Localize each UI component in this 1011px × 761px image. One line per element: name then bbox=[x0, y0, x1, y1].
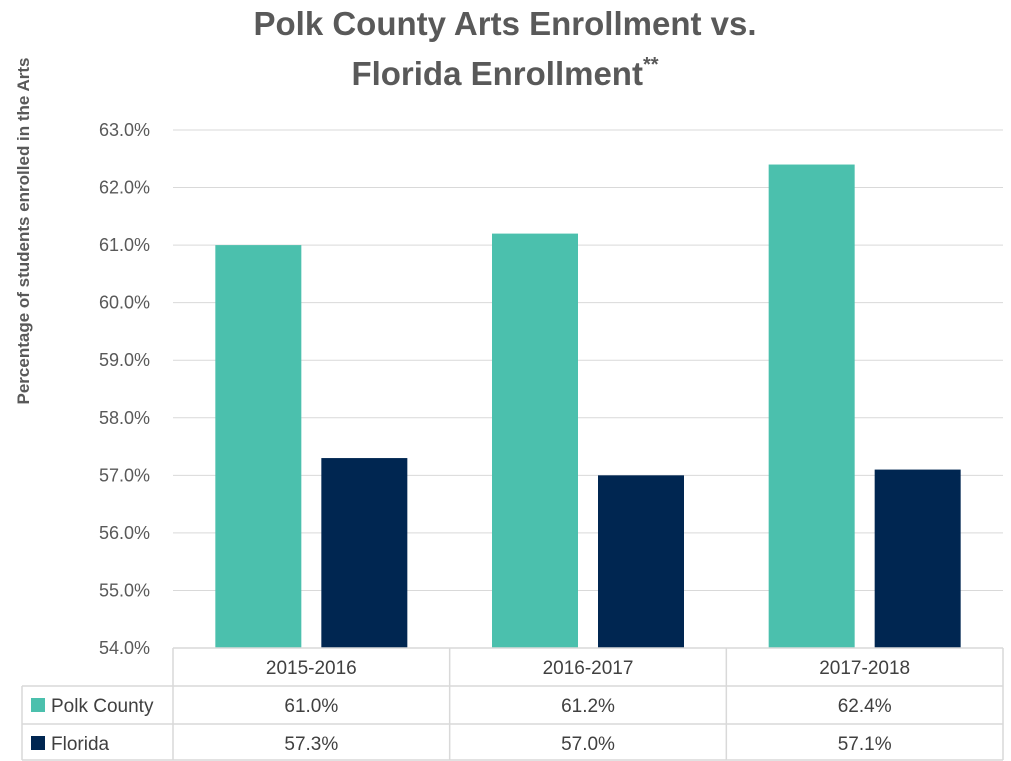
y-tick-label: 61.0% bbox=[99, 235, 150, 255]
y-axis-ticks: 63.0% 62.0% 61.0% 60.0% 59.0% 58.0% 57.0% 56.0%… bbox=[99, 120, 150, 658]
data-label: 61.2% bbox=[561, 696, 615, 717]
data-label: 57.1% bbox=[838, 734, 892, 755]
y-axis-label: Percentage of students enrolled in the A… bbox=[14, 58, 33, 405]
y-tick-label: 54.0% bbox=[99, 638, 150, 658]
y-tick-label: 56.0% bbox=[99, 523, 150, 543]
legend-label: Polk County bbox=[51, 696, 154, 717]
bar-polk-county-2016-2017 bbox=[492, 234, 578, 648]
x-category-label: 2015-2016 bbox=[266, 658, 357, 679]
bar-polk-county-2017-2018 bbox=[769, 165, 855, 648]
x-category-label: 2016-2017 bbox=[543, 658, 634, 679]
legend-swatch-polk-county bbox=[31, 698, 45, 712]
y-tick-label: 55.0% bbox=[99, 580, 150, 600]
y-tick-label: 62.0% bbox=[99, 178, 150, 198]
y-tick-label: 58.0% bbox=[99, 408, 150, 428]
y-tick-label: 57.0% bbox=[99, 465, 150, 485]
data-label: 62.4% bbox=[838, 696, 892, 717]
chart-title-superscript: ** bbox=[643, 54, 659, 76]
legend-swatch-florida bbox=[31, 736, 45, 750]
bar-florida-2016-2017 bbox=[598, 475, 684, 648]
data-table: 2015-2016 2016-2017 2017-2018 Polk County 61… bbox=[22, 648, 1003, 760]
bar-florida-2015-2016 bbox=[321, 458, 407, 648]
bars bbox=[215, 165, 960, 648]
legend-label: Florida bbox=[51, 734, 110, 755]
data-label: 57.0% bbox=[561, 734, 615, 755]
data-label: 61.0% bbox=[284, 696, 338, 717]
chart-title-line2-text: Florida Enrollment bbox=[351, 55, 643, 92]
data-label: 57.3% bbox=[284, 734, 338, 755]
chart-title: Polk County Arts Enrollment vs. Florida … bbox=[253, 5, 756, 92]
bar-florida-2017-2018 bbox=[875, 470, 961, 648]
y-tick-label: 60.0% bbox=[99, 293, 150, 313]
y-tick-label: 59.0% bbox=[99, 350, 150, 370]
bar-polk-county-2015-2016 bbox=[215, 245, 301, 648]
chart-title-line2: Florida Enrollment** bbox=[351, 54, 658, 92]
chart-title-line1: Polk County Arts Enrollment vs. bbox=[253, 5, 756, 42]
x-category-label: 2017-2018 bbox=[819, 658, 910, 679]
y-tick-label: 63.0% bbox=[99, 120, 150, 140]
